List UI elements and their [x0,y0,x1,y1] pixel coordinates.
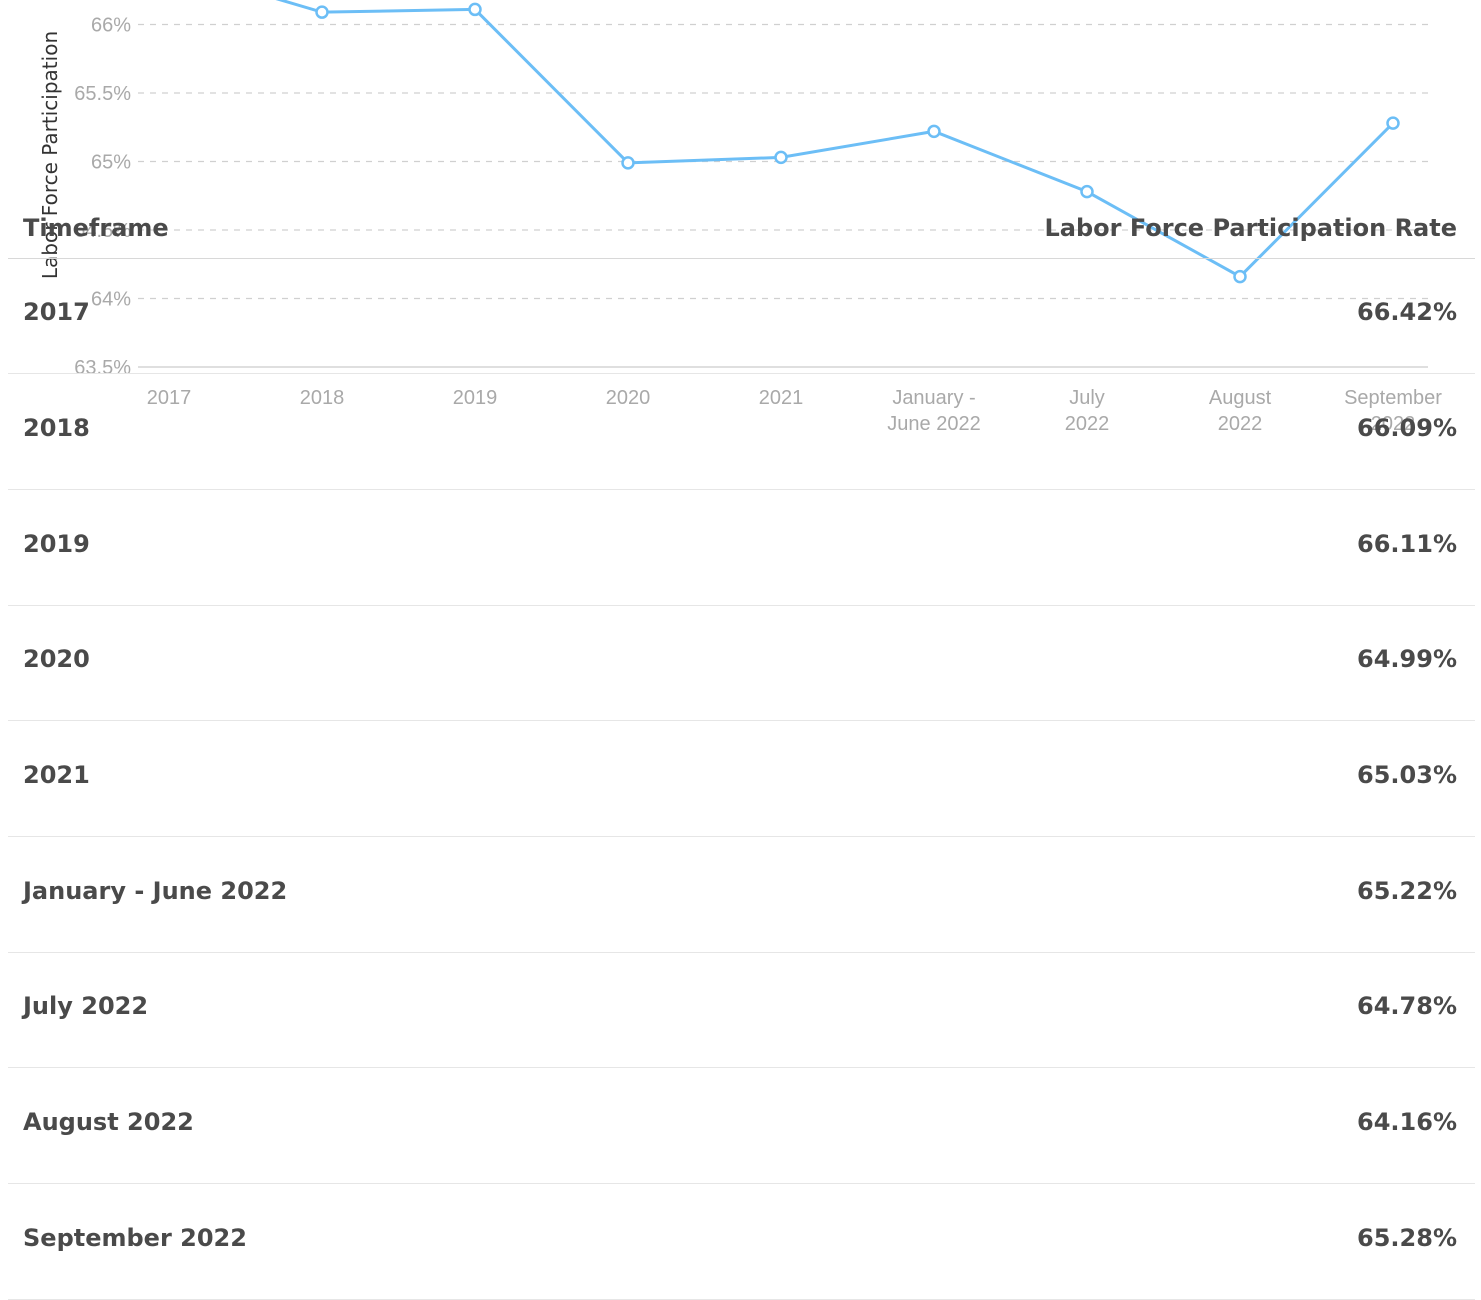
row-timeframe: 2017 [23,298,90,326]
x-tick-label: 2021 [759,387,804,409]
y-tick-label: 64.5% [74,220,131,242]
x-tick-label: 2017 [147,387,192,409]
table-row: 2018 66.09% [8,374,1475,490]
row-timeframe: 2021 [23,761,90,789]
x-tick-label: July [1069,387,1105,409]
x-tick-label: January - [892,387,975,409]
x-tick-label: 2022 [1065,413,1110,435]
table-row: September 2022 65.28% [8,1184,1475,1300]
row-rate: 65.28% [1357,1224,1457,1252]
table-row: July 2022 64.78% [8,952,1475,1068]
data-point[interactable] [1080,184,1094,199]
data-point[interactable] [1386,116,1400,130]
table-row: 2017 66.42% [8,258,1475,374]
y-tick-label: 64% [91,289,131,311]
x-tick-label: June 2022 [887,413,980,435]
y-tick-label: 65% [91,152,131,174]
data-point[interactable] [315,5,329,19]
row-timeframe: 2020 [23,645,90,673]
row-timeframe: 2018 [23,414,90,442]
data-point[interactable] [774,150,788,165]
x-tick-label: 2018 [300,387,345,409]
header-timeframe: Timeframe [23,214,169,242]
table-row: 2020 64.99% [8,605,1475,721]
header-rate: Labor Force Participation Rate [1044,214,1457,242]
row-rate: 66.42% [1357,298,1457,326]
row-timeframe: 2019 [23,530,90,558]
row-timeframe: August 2022 [23,1108,194,1136]
table-row: August 2022 64.16% [8,1068,1475,1184]
data-point[interactable] [468,2,482,17]
row-rate: 65.22% [1357,877,1457,905]
row-rate: 66.11% [1357,530,1457,558]
data-point[interactable] [621,156,635,170]
data-point[interactable] [927,124,941,139]
table-row: 2021 65.03% [8,721,1475,837]
row-rate: 64.16% [1357,1108,1457,1136]
y-tick-label: 65.5% [74,83,131,105]
x-tick-label: 2020 [606,387,651,409]
x-tick-label: 2022 [1218,413,1263,435]
row-rate: 66.09% [1357,414,1457,442]
x-tick-label: 2022 [1371,413,1416,435]
row-timeframe: July 2022 [23,992,149,1020]
row-timeframe: September 2022 [23,1224,247,1252]
data-point[interactable] [1233,269,1247,284]
row-rate: 65.03% [1357,761,1457,789]
line-chart: 63.5%64%64.5%65%65.5%66%2017 2018 2019 2020… [38,0,1442,435]
x-tick-label: August [1209,387,1272,409]
row-rate: 64.78% [1357,992,1457,1020]
x-tick-label: 2019 [453,387,498,409]
row-timeframe: January - June 2022 [23,877,288,905]
y-axis-title: Labor Force Participation [38,31,62,279]
table-header: Timeframe Labor Force Participation Rate [8,200,1475,259]
y-tick-label: 66% [91,15,131,37]
x-tick-label: September [1344,387,1442,409]
table-row: January - June 2022 65.22% [8,837,1475,953]
table-row: 2019 66.11% [8,490,1475,606]
row-rate: 64.99% [1357,645,1457,673]
